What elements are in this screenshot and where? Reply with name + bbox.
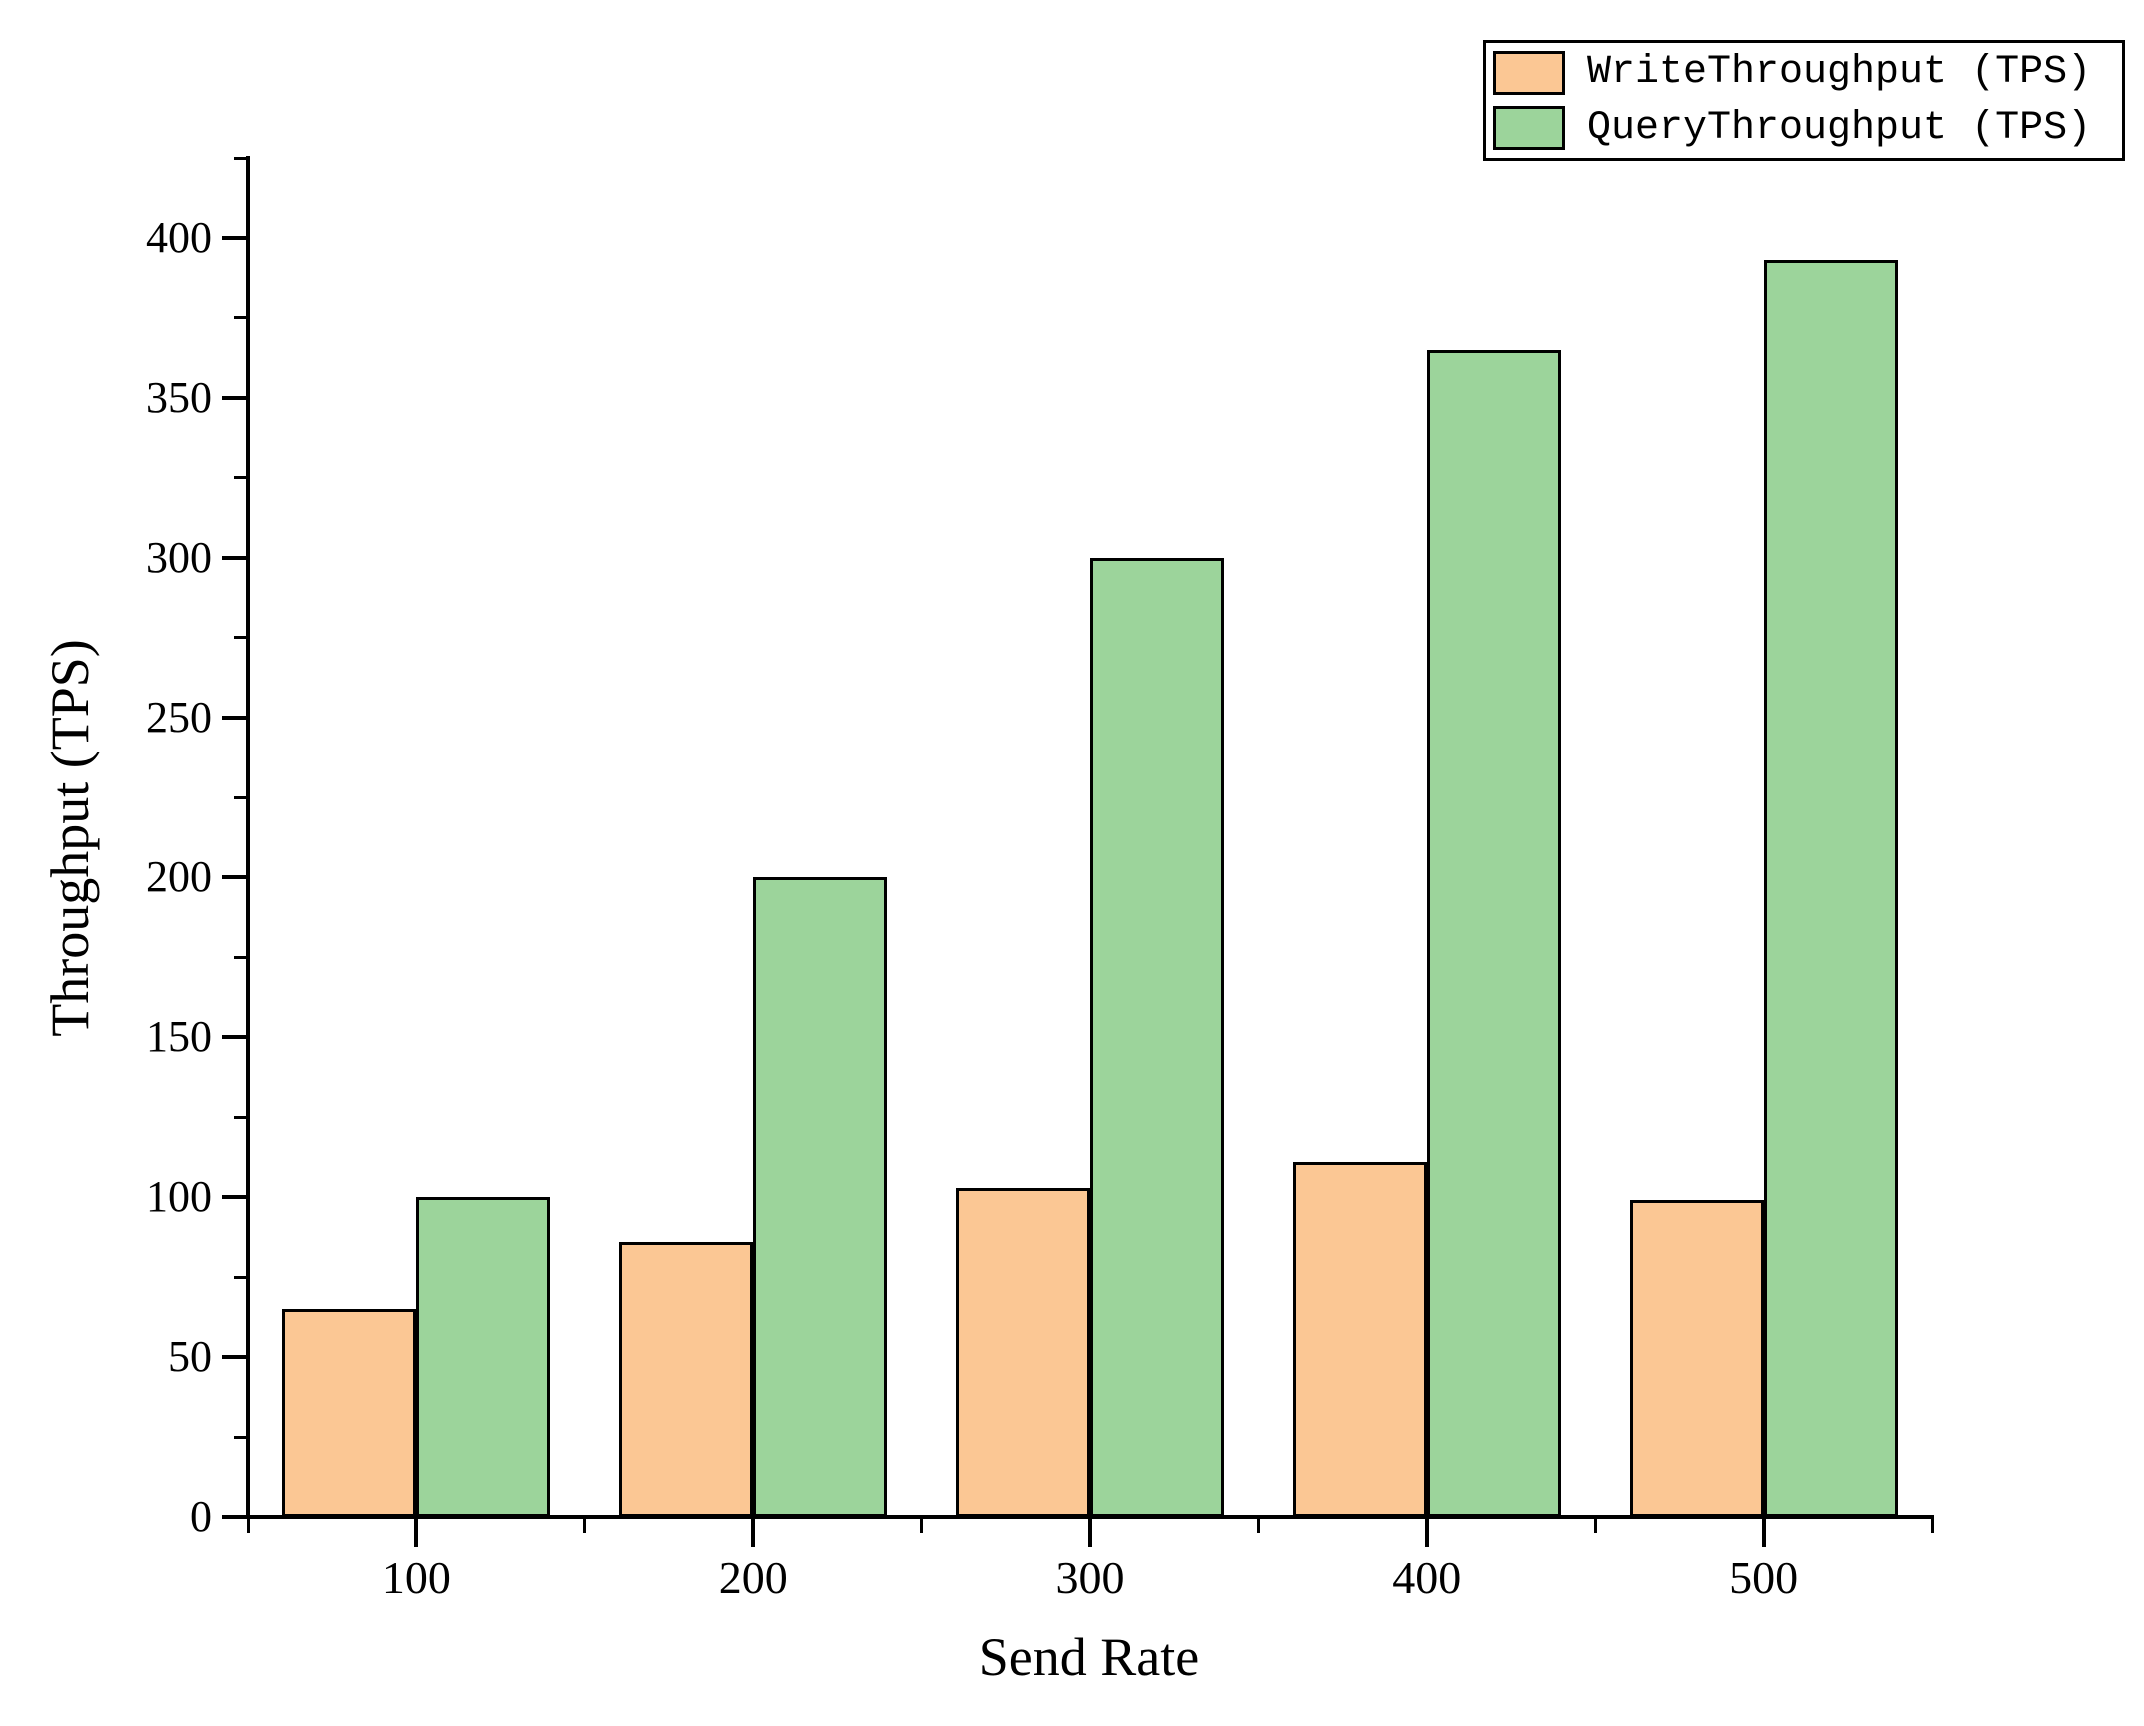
x-minor-tick xyxy=(246,1517,250,1533)
legend-label-query: QueryThroughput (TPS) xyxy=(1587,105,2092,151)
legend-swatch-query xyxy=(1493,106,1565,151)
y-minor-tick xyxy=(234,156,248,160)
y-tick-label: 150 xyxy=(146,1012,212,1062)
y-major-tick xyxy=(222,395,248,400)
y-tick-label: 200 xyxy=(146,852,212,902)
y-minor-tick xyxy=(234,1275,248,1279)
x-tick-label: 400 xyxy=(1392,1552,1462,1603)
y-minor-tick xyxy=(234,796,248,800)
bar-write-100 xyxy=(282,1309,417,1517)
y-minor-tick xyxy=(234,1435,248,1439)
y-minor-tick xyxy=(234,316,248,320)
y-tick-label: 50 xyxy=(168,1332,212,1382)
bar-write-200 xyxy=(619,1242,754,1517)
y-tick-label: 350 xyxy=(146,372,212,422)
x-minor-tick xyxy=(1930,1517,1934,1533)
y-axis-line xyxy=(246,156,250,1519)
legend-entry-query: QueryThroughput (TPS) xyxy=(1493,102,2122,154)
x-tick-label: 100 xyxy=(381,1552,451,1603)
bar-query-400 xyxy=(1426,349,1561,1517)
x-axis-title: Send Rate xyxy=(978,1627,1200,1687)
y-tick-label: 400 xyxy=(146,212,212,262)
x-minor-tick xyxy=(920,1517,924,1533)
bar-query-500 xyxy=(1763,260,1898,1517)
x-minor-tick xyxy=(1593,1517,1597,1533)
x-major-tick xyxy=(1088,1517,1092,1547)
x-major-tick xyxy=(1761,1517,1766,1547)
y-tick-label: 0 xyxy=(190,1492,212,1541)
bar-write-300 xyxy=(956,1187,1090,1517)
legend-entry-write: WriteThroughput (TPS) xyxy=(1493,47,2122,99)
legend: WriteThroughput (TPS) QueryThroughput (T… xyxy=(1483,40,2125,161)
y-major-tick xyxy=(222,1355,248,1360)
y-major-tick xyxy=(222,715,248,720)
x-minor-tick xyxy=(1256,1517,1260,1533)
x-major-tick xyxy=(1424,1517,1429,1547)
x-tick-label: 200 xyxy=(718,1552,788,1603)
x-major-tick xyxy=(751,1517,756,1547)
y-major-tick xyxy=(222,1515,248,1519)
bar-query-300 xyxy=(1090,557,1224,1517)
legend-label-write: WriteThroughput (TPS) xyxy=(1587,50,2092,96)
y-major-tick xyxy=(222,875,248,880)
x-tick-label: 500 xyxy=(1729,1552,1799,1603)
bar-query-100 xyxy=(416,1197,551,1517)
x-minor-tick xyxy=(583,1517,587,1533)
x-major-tick xyxy=(414,1517,419,1547)
legend-swatch-write xyxy=(1493,50,1565,95)
y-tick-label: 250 xyxy=(146,692,212,742)
y-major-tick xyxy=(222,1195,248,1200)
y-tick-label: 100 xyxy=(146,1172,212,1222)
x-tick-label: 300 xyxy=(1055,1552,1125,1603)
y-minor-tick xyxy=(234,1115,248,1119)
y-tick-label: 300 xyxy=(146,532,212,582)
y-minor-tick xyxy=(234,476,248,480)
bar-write-500 xyxy=(1629,1200,1764,1517)
y-major-tick xyxy=(222,555,248,560)
y-major-tick xyxy=(222,1035,248,1040)
bar-write-400 xyxy=(1292,1162,1427,1517)
y-axis-title: Throughput (TPS) xyxy=(40,639,100,1037)
y-minor-tick xyxy=(234,955,248,959)
y-major-tick xyxy=(222,235,248,240)
bar-query-200 xyxy=(753,877,888,1517)
y-minor-tick xyxy=(234,636,248,640)
